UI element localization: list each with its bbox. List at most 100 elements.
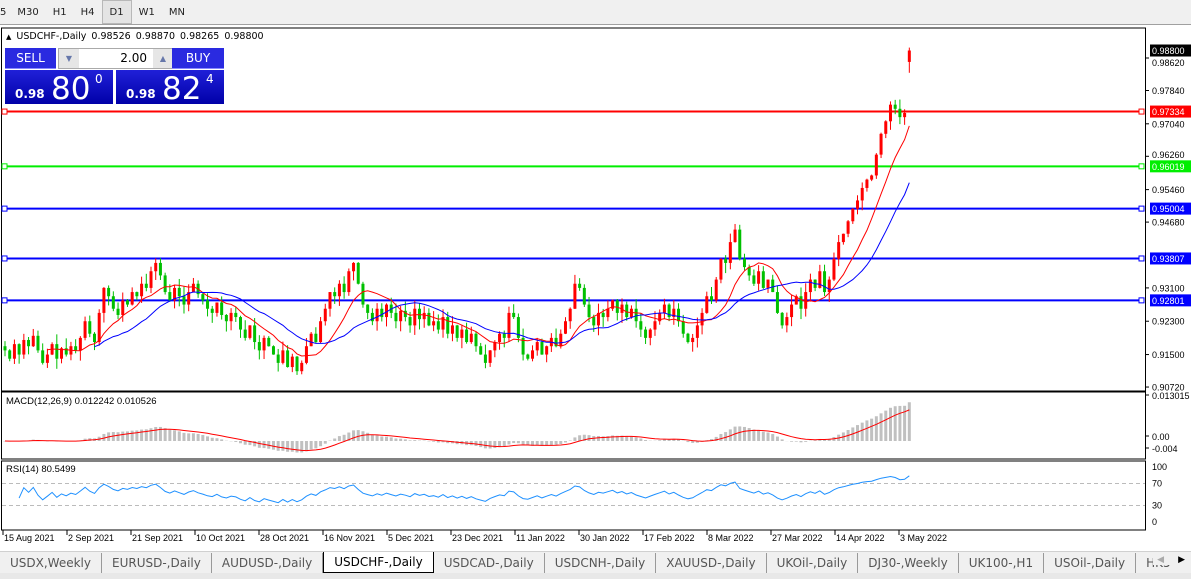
candle-body xyxy=(347,271,351,293)
chart-tab[interactable]: USDX,Weekly xyxy=(0,553,102,573)
timeframe-toolbar: 5 M30 H1 H4 D1 W1 MN xyxy=(0,0,1191,25)
candle-body xyxy=(907,50,911,62)
candle-body xyxy=(837,242,841,259)
macd-bar xyxy=(677,439,681,441)
sell-price-main: 80 xyxy=(51,71,91,107)
timeframe-5[interactable]: 5 xyxy=(0,6,7,18)
candle-body xyxy=(507,312,511,338)
increase-lot-icon[interactable]: ▲ xyxy=(153,49,173,68)
candle-body xyxy=(116,308,120,315)
chart-tab[interactable]: AUDUSD-,Daily xyxy=(212,553,324,573)
sell-price[interactable]: 0.98 80 0 xyxy=(5,70,113,107)
candle-body xyxy=(36,335,40,351)
candle-body xyxy=(677,308,681,322)
price-tick-label: 0.96260 xyxy=(1152,150,1185,160)
macd-bar xyxy=(724,432,728,441)
rsi-tick-label: 0 xyxy=(1152,517,1157,527)
candle-body xyxy=(413,308,417,326)
macd-bar xyxy=(319,441,323,447)
sell-button[interactable]: SELL xyxy=(5,48,56,69)
macd-bar xyxy=(865,420,869,441)
collapse-triangle-icon[interactable]: ▲ xyxy=(6,32,12,41)
candle-body xyxy=(625,304,629,318)
buy-price-main: 82 xyxy=(162,71,202,107)
macd-bar xyxy=(441,441,445,443)
macd-bar xyxy=(385,436,389,441)
date-label: 10 Oct 2021 xyxy=(196,533,245,543)
candle-body xyxy=(884,121,888,134)
rsi-tick-label: 100 xyxy=(1152,462,1167,472)
macd-bar xyxy=(116,432,120,441)
chart-tab[interactable]: USDCNH-,Daily xyxy=(545,553,657,573)
macd-bar xyxy=(512,441,516,444)
chart-tab[interactable]: USDCHF-,Daily xyxy=(323,552,434,573)
chart-tab[interactable]: XAUUSD-,Daily xyxy=(656,553,767,573)
macd-bar xyxy=(130,430,134,441)
macd-bar xyxy=(870,418,874,441)
timeframe-m30[interactable]: M30 xyxy=(17,6,39,18)
macd-bar xyxy=(370,434,374,441)
macd-bar xyxy=(276,441,280,451)
candle-body xyxy=(479,346,483,355)
chart-tab[interactable]: USDCAD-,Daily xyxy=(434,553,545,573)
macd-bar xyxy=(111,432,115,441)
scroll-left-icon[interactable]: ◀ xyxy=(1157,555,1165,565)
timeframe-h1[interactable]: H1 xyxy=(52,6,67,18)
candle-body xyxy=(578,283,582,288)
timeframe-w1[interactable]: W1 xyxy=(138,6,155,18)
candle-body xyxy=(498,333,502,343)
macd-bar xyxy=(281,441,285,451)
price-label-bg xyxy=(1150,202,1191,215)
timeframe-d1[interactable]: D1 xyxy=(101,0,132,24)
chart-tab[interactable]: EURUSD-,Daily xyxy=(102,553,212,573)
macd-bar xyxy=(856,425,860,441)
candle-body xyxy=(441,317,445,330)
macd-signal-line xyxy=(4,409,910,452)
chart-tab[interactable]: UK100-,H1 xyxy=(959,553,1045,573)
moving-average-fast xyxy=(47,125,910,357)
scroll-right-icon[interactable]: ▶ xyxy=(1178,555,1185,565)
candle-body xyxy=(851,208,855,222)
macd-bar xyxy=(823,439,827,441)
candle-body xyxy=(64,348,68,355)
chart-tab[interactable]: DJ30-,Weekly xyxy=(858,553,959,573)
candle-body xyxy=(502,333,506,338)
line-handle xyxy=(1,255,8,262)
macd-bar xyxy=(658,440,662,441)
macd-bar xyxy=(587,435,591,441)
macd-bar xyxy=(361,431,365,441)
candle-body xyxy=(271,346,275,355)
timeframe-mn[interactable]: MN xyxy=(168,6,185,18)
macd-bar xyxy=(488,441,492,449)
candle-body xyxy=(879,133,883,155)
lot-size-stepper[interactable]: ▼ 2.00 ▲ xyxy=(58,48,174,69)
candle-body xyxy=(356,262,360,284)
candle-body xyxy=(92,333,96,343)
candle-body xyxy=(667,304,671,318)
macd-bar xyxy=(662,439,666,441)
timeframe-h4[interactable]: H4 xyxy=(80,6,95,18)
lot-size-input[interactable]: 2.00 xyxy=(120,51,147,65)
chart-tab[interactable]: USOil-,Daily xyxy=(1044,553,1137,573)
candle-body xyxy=(163,275,167,293)
candle-body xyxy=(121,300,125,315)
buy-button[interactable]: BUY xyxy=(172,48,224,69)
macd-bar xyxy=(163,428,167,441)
candle-body xyxy=(60,348,64,359)
candle-body xyxy=(8,350,12,359)
candle-body xyxy=(559,333,563,347)
decrease-lot-icon[interactable]: ▼ xyxy=(59,49,79,68)
chart-area[interactable]: 0.98620 0.97840 0.97040 0.96260 0.95460 0.946… xyxy=(0,25,1191,551)
buy-price[interactable]: 0.98 82 4 xyxy=(116,70,224,107)
candle-body xyxy=(512,312,516,318)
chart-tab[interactable]: UKOil-,Daily xyxy=(767,553,859,573)
macd-bar xyxy=(554,441,558,445)
candle-body xyxy=(140,283,144,297)
macd-bar xyxy=(290,441,294,452)
ohlc-low: 0.98265 xyxy=(180,31,220,42)
candle-body xyxy=(658,312,662,322)
candle-body xyxy=(634,308,638,322)
candle-body xyxy=(97,312,101,343)
rsi-tick-label: 70 xyxy=(1152,479,1162,489)
candle-body xyxy=(516,317,520,338)
